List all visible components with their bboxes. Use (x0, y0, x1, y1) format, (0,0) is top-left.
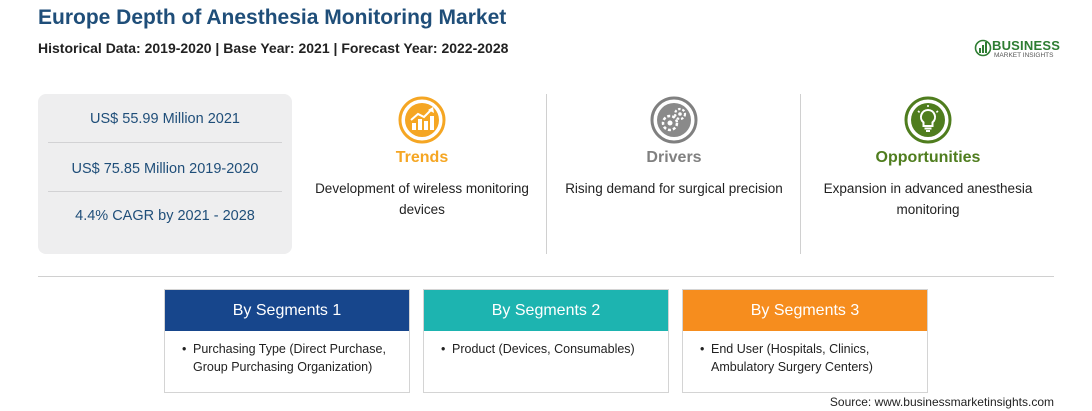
key-stats-panel: US$ 55.99 Million 2021 US$ 75.85 Million… (38, 94, 292, 254)
column-divider (546, 94, 547, 254)
logo-name: BUSINESS (992, 38, 1061, 53)
bullet: • (441, 342, 446, 356)
opportunities-title: Opportunities (875, 149, 981, 166)
segment-1-text: Purchasing Type (Direct Purchase, Group … (193, 342, 386, 374)
drivers-card: Drivers Rising demand for surgical preci… (550, 94, 798, 254)
lightbulb-icon (904, 96, 952, 144)
drivers-title: Drivers (646, 149, 702, 166)
segment-card-2: By Segments 2 • Product (Devices, Consum… (423, 289, 669, 393)
page-subtitle: Historical Data: 2019-2020 | Base Year: … (38, 40, 509, 56)
segment-1-body: • Purchasing Type (Direct Purchase, Grou… (165, 331, 409, 376)
logo-tagline: MARKET INSIGHTS (994, 52, 1054, 59)
segment-card-3: By Segments 3 • End User (Hospitals, Cli… (682, 289, 928, 393)
gears-icon (650, 96, 698, 144)
opportunities-card: Opportunities Expansion in advanced anes… (804, 94, 1052, 254)
segment-2-body: • Product (Devices, Consumables) (424, 331, 668, 358)
logo-globe-icon (974, 39, 992, 57)
trends-card: Trends Development of wireless monitorin… (298, 94, 546, 254)
stat-market-size-historical: US$ 75.85 Million 2019-2020 (71, 161, 259, 177)
business-market-insights-logo: BUSINESS MARKET INSIGHTS (974, 36, 1064, 62)
stat-market-size-2021: US$ 55.99 Million 2021 (90, 111, 240, 127)
segment-3-body: • End User (Hospitals, Clinics, Ambulato… (683, 331, 927, 376)
section-divider (38, 276, 1054, 277)
bullet: • (182, 342, 187, 356)
segment-2-header: By Segments 2 (424, 290, 668, 331)
segment-card-1: By Segments 1 • Purchasing Type (Direct … (164, 289, 410, 393)
segment-1-header: By Segments 1 (165, 290, 409, 331)
drivers-text: Rising demand for surgical precision (565, 181, 783, 196)
growth-chart-icon (398, 96, 446, 144)
page-title: Europe Depth of Anesthesia Monitoring Ma… (38, 6, 507, 29)
segment-2-text: Product (Devices, Consumables) (452, 342, 635, 356)
opportunities-text: Expansion in advanced anesthesia monitor… (823, 181, 1033, 217)
trends-title: Trends (395, 149, 449, 166)
trends-text: Development of wireless monitoring devic… (315, 181, 529, 217)
column-divider (800, 94, 801, 254)
segment-3-text: End User (Hospitals, Clinics, Ambulatory… (711, 342, 873, 374)
bullet: • (700, 342, 705, 356)
stat-divider (48, 142, 282, 143)
stat-divider (48, 191, 282, 192)
stat-cagr: 4.4% CAGR by 2021 - 2028 (75, 208, 255, 224)
segment-3-header: By Segments 3 (683, 290, 927, 331)
source-citation: Source: www.businessmarketinsights.com (829, 395, 1054, 409)
